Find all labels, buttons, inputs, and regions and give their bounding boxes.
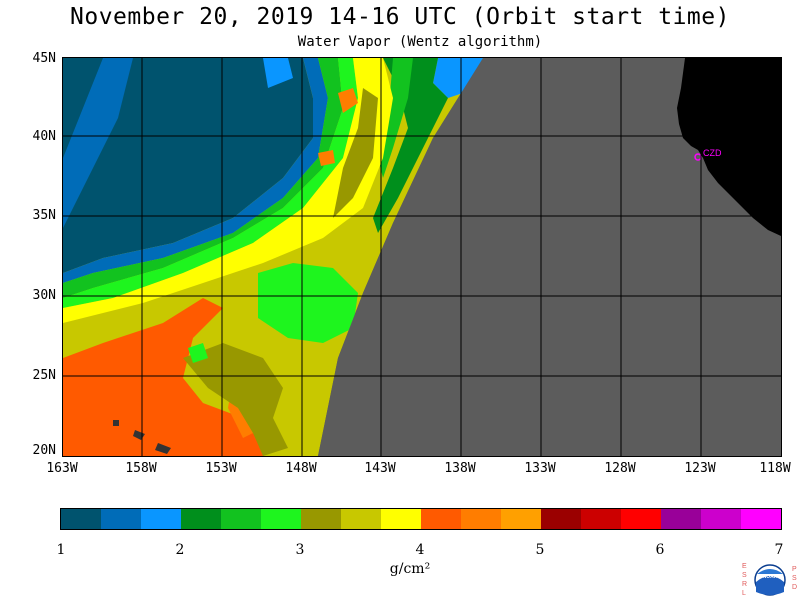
lon-label-158w: 158W — [125, 461, 157, 476]
logo-letter-d: D — [792, 584, 797, 591]
lon-label-133w: 133W — [524, 461, 556, 476]
orange-spot-north — [338, 88, 358, 113]
lat-label-45n: 45N — [32, 51, 56, 66]
colorbar-tick-3: 3 — [295, 542, 305, 558]
colorbar-tick-6: 6 — [655, 542, 665, 558]
colorbar-swatch-15 — [661, 509, 701, 529]
noaa-sky-icon — [757, 569, 783, 574]
colorbar-swatch-2 — [141, 509, 181, 529]
dark-yellow-core — [333, 88, 378, 218]
colorbar-swatch-3 — [181, 509, 221, 529]
green-east-strip — [378, 58, 413, 178]
colorbar-units: g/cm² — [389, 561, 431, 577]
low-vapor-region — [63, 58, 313, 273]
colorbar-tick-4: 4 — [415, 542, 425, 558]
green-island — [258, 263, 358, 343]
lat-label-25n: 25N — [32, 368, 56, 383]
green-spot-south — [188, 343, 208, 363]
no-data-region — [318, 58, 781, 456]
chart-subtitle: Water Vapor (Wentz algorithm) — [297, 34, 543, 50]
colorbar-swatch-0 — [61, 509, 101, 529]
colorbar-swatch-8 — [381, 509, 421, 529]
colorbar-swatch-12 — [541, 509, 581, 529]
lon-label-153w: 153W — [205, 461, 237, 476]
water-vapor-map: CZD — [62, 57, 782, 457]
california-land — [677, 58, 781, 236]
lat-label-30n: 30N — [32, 288, 56, 303]
blue-band — [63, 58, 328, 283]
lon-label-128w: 128W — [604, 461, 636, 476]
green-swath-edge — [373, 58, 448, 233]
colorbar-swatch-1 — [101, 509, 141, 529]
lon-label-163w: 163W — [46, 461, 78, 476]
colorbar-tick-2: 2 — [175, 542, 185, 558]
colorbar-swatch-4 — [221, 509, 261, 529]
logo-letter-r: R — [742, 581, 747, 588]
colorbar-tick-7: 7 — [774, 542, 784, 558]
dark-yellow-band-south — [183, 343, 288, 456]
colorbar-swatch-10 — [461, 509, 501, 529]
orange-spot-mid — [318, 150, 335, 166]
logo-letter-s2: S — [792, 575, 797, 582]
lat-label-35n: 35N — [32, 208, 56, 223]
logo-letter-s: S — [742, 572, 747, 579]
lat-label-40n: 40N — [32, 129, 56, 144]
orange-region — [63, 298, 263, 456]
czd-label: CZD — [703, 148, 722, 158]
colorbar-swatch-9 — [421, 509, 461, 529]
colorbar — [60, 508, 782, 530]
lon-label-148w: 148W — [285, 461, 317, 476]
lon-label-138w: 138W — [444, 461, 476, 476]
light-blue-patch — [263, 58, 293, 88]
colorbar-swatch-6 — [301, 509, 341, 529]
colorbar-swatch-5 — [261, 509, 301, 529]
logo-letter-e: E — [742, 563, 747, 570]
chart-title: November 20, 2019 14-16 UTC (Orbit start… — [70, 4, 730, 30]
bright-green-band — [63, 58, 358, 308]
lon-label-118w: 118W — [759, 461, 791, 476]
yellow-core — [63, 58, 393, 323]
colorbar-swatch-16 — [701, 509, 741, 529]
logo-center-text: NOAA — [763, 574, 778, 580]
colorbar-swatch-17 — [741, 509, 781, 529]
colorbar-tick-5: 5 — [535, 542, 545, 558]
noaa-wave-icon — [756, 576, 784, 595]
green-band — [63, 58, 343, 298]
island-3 — [155, 443, 171, 454]
water-vapor-field: CZD — [63, 58, 781, 456]
blue-patch-west — [63, 58, 133, 228]
colorbar-swatch-11 — [501, 509, 541, 529]
island-1 — [113, 420, 119, 426]
colorbar-swatch-14 — [621, 509, 661, 529]
lat-label-20n: 20N — [32, 443, 56, 458]
noaa-logo: E S R L NOAA P S D — [736, 560, 800, 600]
lon-label-143w: 143W — [364, 461, 396, 476]
logo-letter-l: L — [742, 590, 746, 597]
light-blue-patch-east — [433, 58, 483, 98]
colorbar-swatch-7 — [341, 509, 381, 529]
logo-letter-p: P — [792, 566, 797, 573]
lon-label-123w: 123W — [684, 461, 716, 476]
colorbar-swatch-13 — [581, 509, 621, 529]
graticule — [63, 58, 781, 456]
colorbar-tick-1: 1 — [56, 542, 66, 558]
